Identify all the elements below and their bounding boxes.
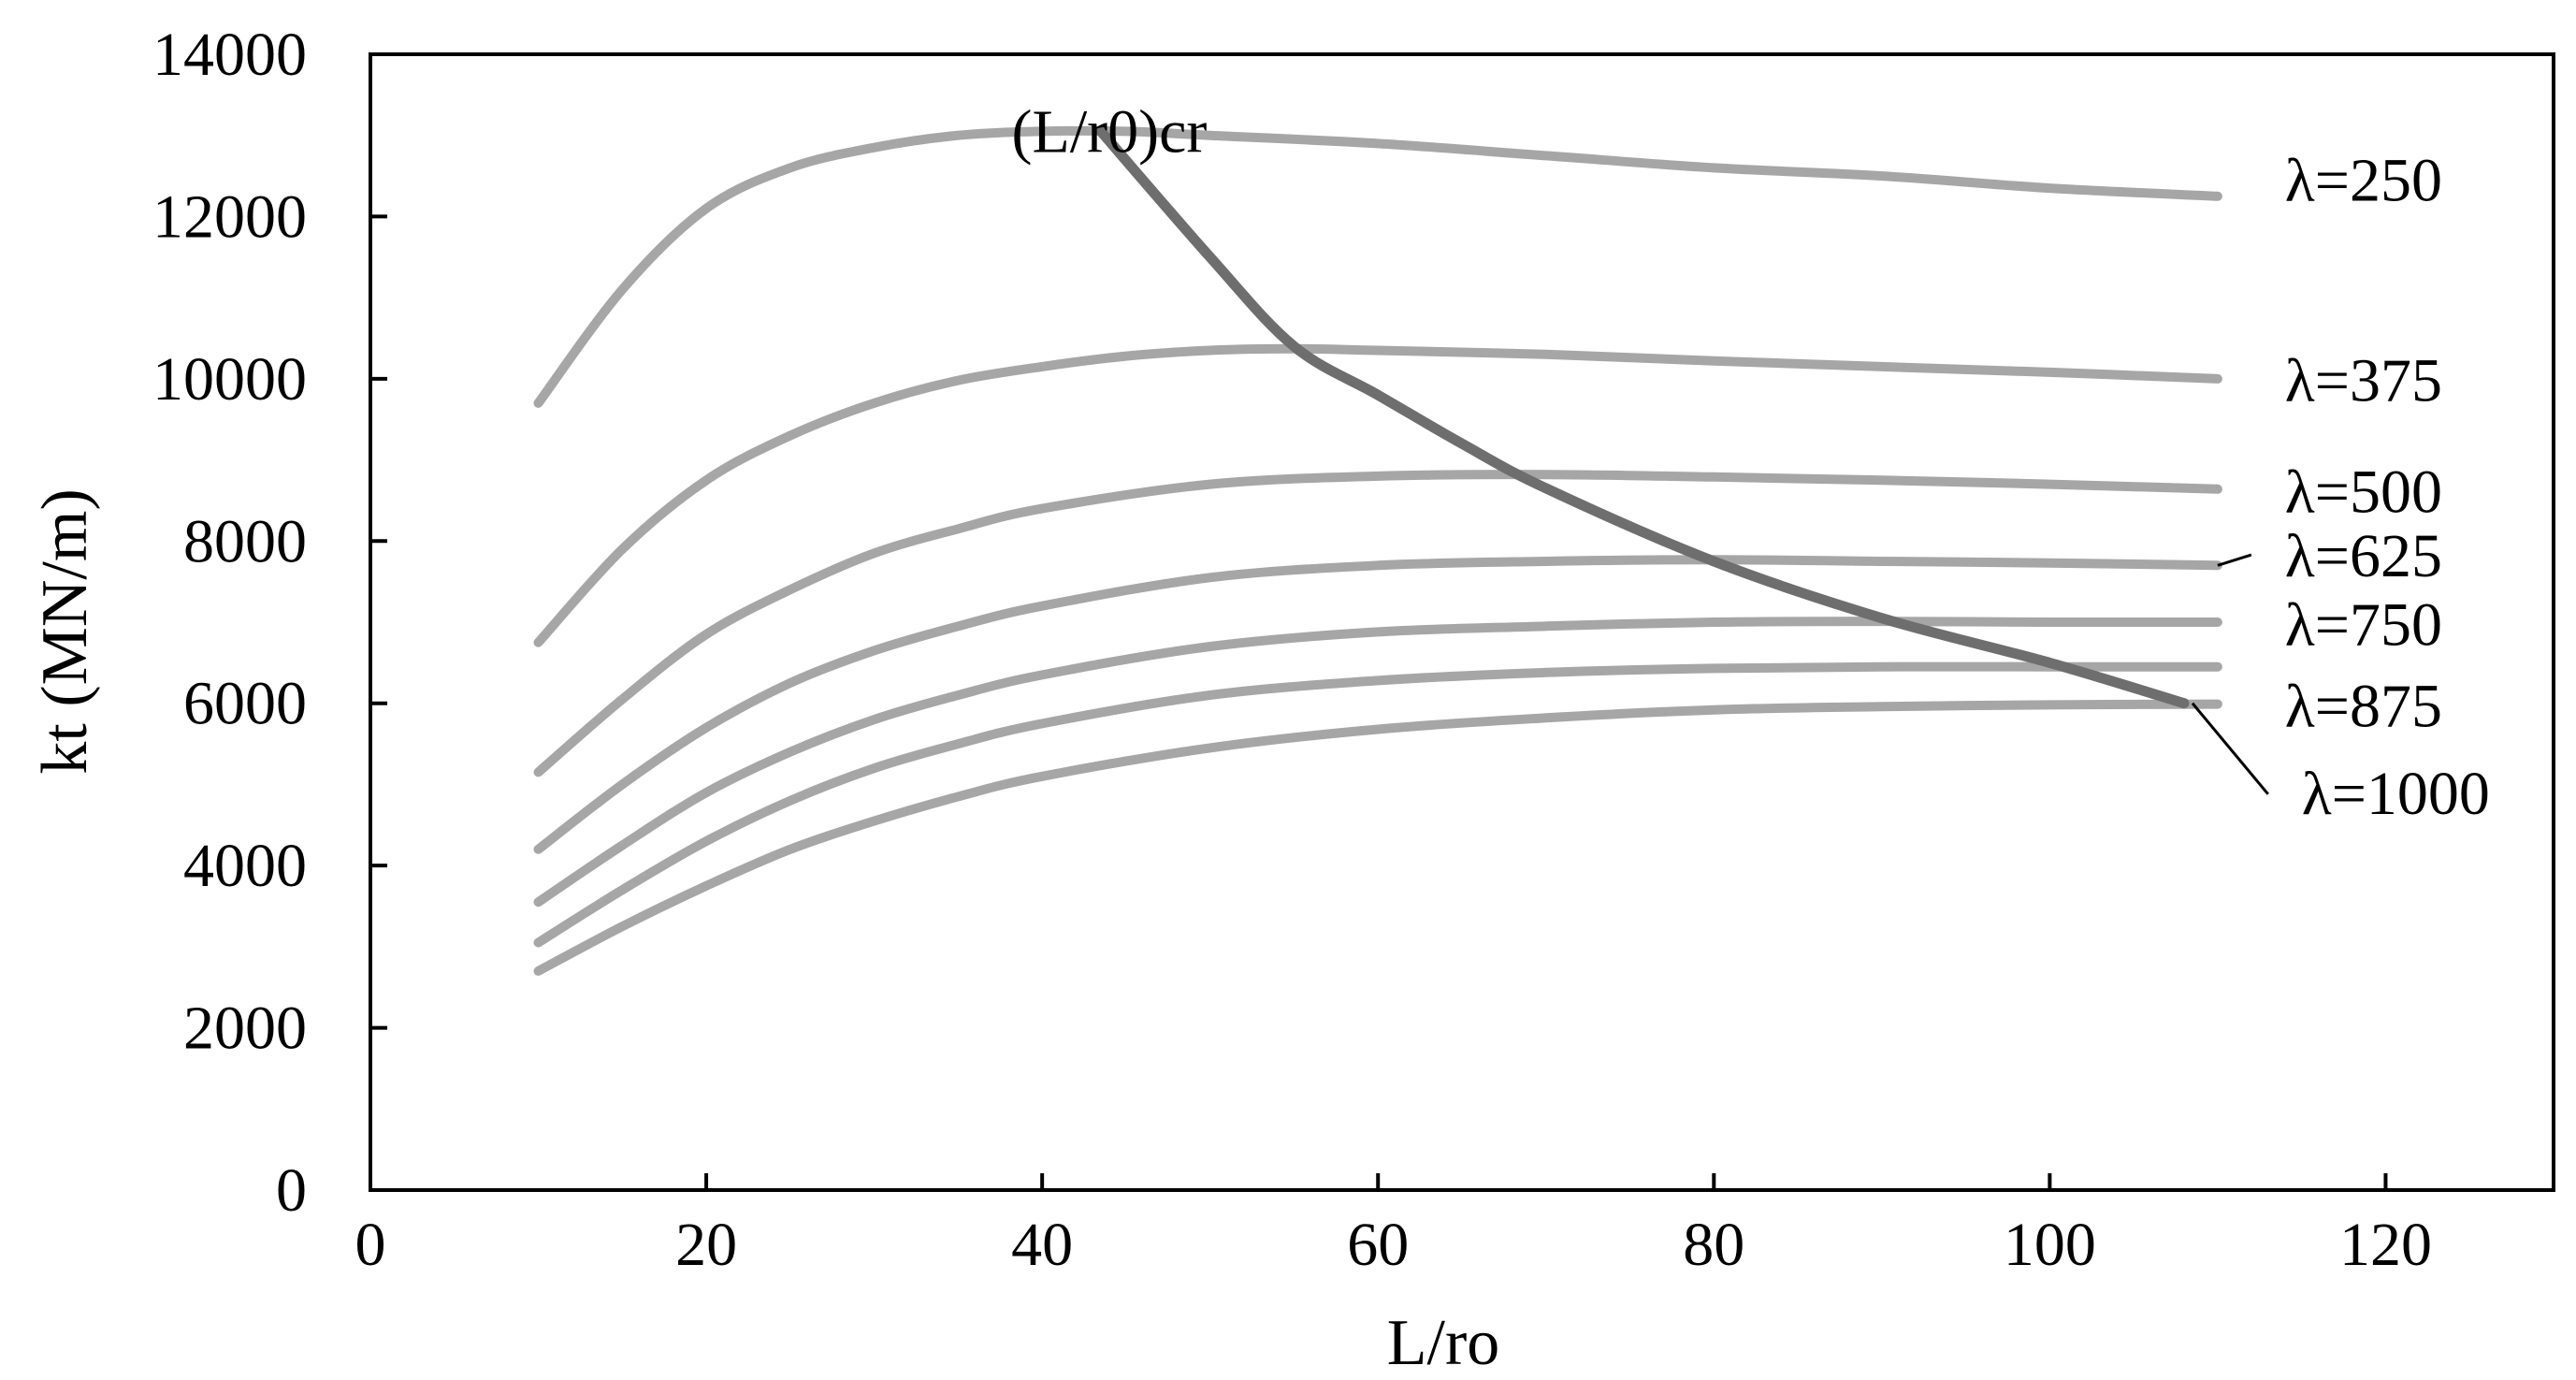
x-tick-label: 120	[2339, 1211, 2432, 1279]
plot-frame	[369, 52, 2555, 1192]
series-label: λ=875	[2285, 672, 2442, 740]
y-tick-label: 12000	[152, 182, 307, 251]
y-axis-title: kt (MN/m)	[29, 488, 101, 774]
series-line-7	[533, 699, 2222, 976]
series-label: λ=500	[2285, 458, 2442, 526]
series-line-1	[533, 125, 2222, 408]
y-tick-label: 2000	[183, 995, 307, 1063]
axis-layer: 0 20 40 60 80 100 120 0 2000 4000 6000 8000 10000 120…	[152, 21, 2432, 1279]
y-tick-label: 4000	[183, 832, 307, 900]
x-tick-label: 0	[355, 1211, 386, 1279]
series-layer	[533, 125, 2222, 976]
series-label: λ=375	[2285, 347, 2442, 415]
series-line-3	[533, 470, 2222, 777]
plot-area	[369, 52, 2555, 1192]
series-label: λ=1000	[2302, 760, 2490, 828]
y-tick-label: 6000	[183, 670, 307, 738]
x-axis-title: L/ro	[1387, 1307, 1500, 1379]
label-leader-line	[2217, 553, 2252, 567]
label-leader-line	[2191, 702, 2269, 795]
series-line-4	[533, 555, 2222, 854]
series-label: λ=750	[2285, 591, 2442, 660]
series-label: λ=625	[2285, 522, 2442, 590]
x-tick-label: 40	[1011, 1211, 1073, 1279]
y-tick-label: 10000	[152, 345, 307, 414]
x-tick-label: 60	[1347, 1211, 1409, 1279]
series-label: (L/r0)cr	[1012, 97, 1208, 166]
critical-curve-line	[1095, 125, 2190, 709]
y-tick-label: 14000	[152, 21, 307, 89]
x-tick-label: 100	[2004, 1211, 2096, 1279]
x-tick-label: 20	[675, 1211, 737, 1279]
y-tick-label: 0	[276, 1156, 307, 1225]
series-line-2	[533, 343, 2222, 647]
series-label: λ=250	[2285, 146, 2442, 214]
series-line-6	[533, 661, 2222, 948]
x-tick-label: 80	[1683, 1211, 1744, 1279]
y-tick-label: 8000	[183, 507, 307, 575]
